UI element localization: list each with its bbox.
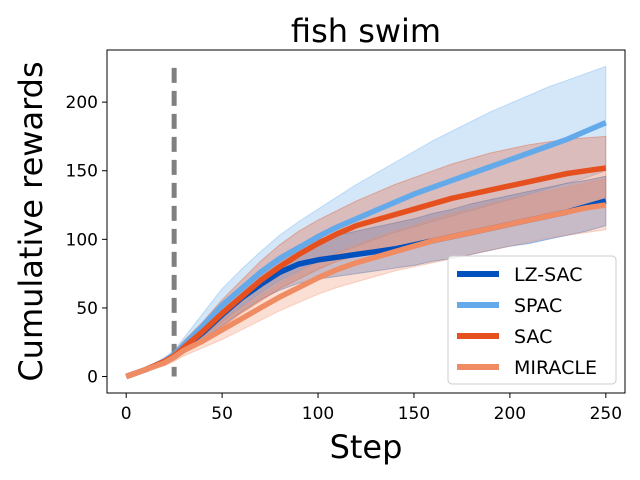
line-spac xyxy=(125,120,607,380)
legend-label-sac: SAC xyxy=(514,326,552,348)
y-axis-ticks: 0 50 100 150 200 xyxy=(66,93,107,388)
y-tick-label: 200 xyxy=(66,93,98,113)
x-tick-label: 50 xyxy=(211,404,233,424)
x-tick-label: 0 xyxy=(121,404,132,424)
line-miracle xyxy=(125,202,607,380)
x-tick-label: 150 xyxy=(398,404,430,424)
series-lines xyxy=(125,120,607,380)
chart-title: fish swim xyxy=(291,12,441,50)
x-tick-label: 100 xyxy=(302,404,334,424)
x-tick-label: 250 xyxy=(590,404,622,424)
line-sac xyxy=(125,165,607,380)
plot-area-frame xyxy=(106,49,626,394)
legend-label-lz-sac: LZ-SAC xyxy=(514,264,582,286)
legend-box xyxy=(447,255,617,385)
x-axis-label: Step xyxy=(330,428,403,466)
x-tick-label: 200 xyxy=(494,404,526,424)
y-axis-label: Cumulative rewards xyxy=(12,61,50,381)
legend-label-spac: SPAC xyxy=(514,295,562,317)
legend-label-miracle: MIRACLE xyxy=(514,357,597,379)
y-tick-label: 150 xyxy=(66,162,98,182)
y-tick-label: 0 xyxy=(87,368,98,388)
legend: LZ-SAC SPAC SAC MIRACLE xyxy=(447,255,617,385)
x-axis-ticks: 0 50 100 150 200 250 xyxy=(121,393,622,424)
y-tick-label: 100 xyxy=(66,230,98,250)
y-tick-label: 50 xyxy=(76,299,98,319)
